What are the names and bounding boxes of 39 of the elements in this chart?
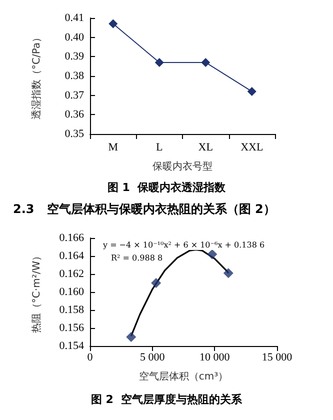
point <box>201 58 210 67</box>
y-tick-label: 0.41 <box>64 12 84 24</box>
y-tick-label: 0.156 <box>59 322 84 334</box>
y-tick-label: 0.160 <box>59 286 84 298</box>
caption: 图 2 空气层厚度与热阻的关系 <box>90 393 244 406</box>
point <box>108 19 118 28</box>
x-tick-label: 15 000 <box>262 352 293 364</box>
caption: 图 1 保暖内衣透湿指数 <box>107 181 227 194</box>
y-tick-label: 0.164 <box>59 250 84 262</box>
chart-title: 2.3 空气层体积与保暖内衣热阻的关系（图 2） <box>13 202 276 216</box>
annotation: R² = 0.988 8 <box>111 254 163 262</box>
point <box>126 332 136 342</box>
y-tick-label: 0.154 <box>59 340 84 352</box>
y-tick-label: 0.166 <box>59 232 84 244</box>
x-tick-label: M <box>108 142 118 154</box>
y-tick-label: 0.36 <box>64 108 84 121</box>
x-tick-label: 5 000 <box>140 352 166 364</box>
point <box>247 86 256 96</box>
x-tick-label: 0 <box>87 352 94 364</box>
point <box>151 278 162 288</box>
y-tick-label: 0.162 <box>59 268 84 280</box>
point <box>154 58 164 67</box>
y-axis-title: 透湿指数（°C/Pa） <box>30 32 42 120</box>
y-tick-label: 0.38 <box>64 70 84 82</box>
x-tick-label: L <box>156 142 164 154</box>
y-tick-label: 0.35 <box>64 128 84 140</box>
y-axis-title: 热阻（°C·m²/W） <box>32 250 42 334</box>
point <box>223 268 234 278</box>
point <box>207 249 218 260</box>
x-tick-label: XL <box>198 142 214 154</box>
x-axis-title: 空气层体积（cm³） <box>138 370 228 382</box>
x-tick-label: 10 000 <box>200 352 230 364</box>
annotation: y = −4 × 10⁻¹⁰x² + 6 × 10⁻⁶x + 0.138 6 <box>102 240 265 250</box>
x-axis-title: 保暖内衣号型 <box>152 160 212 172</box>
y-tick-label: 0.37 <box>64 89 84 102</box>
x-tick-label: XXL <box>240 142 264 154</box>
y-tick-label: 0.40 <box>64 31 84 44</box>
y-tick-label: 0.158 <box>59 304 84 316</box>
y-tick-label: 0.39 <box>64 50 84 63</box>
